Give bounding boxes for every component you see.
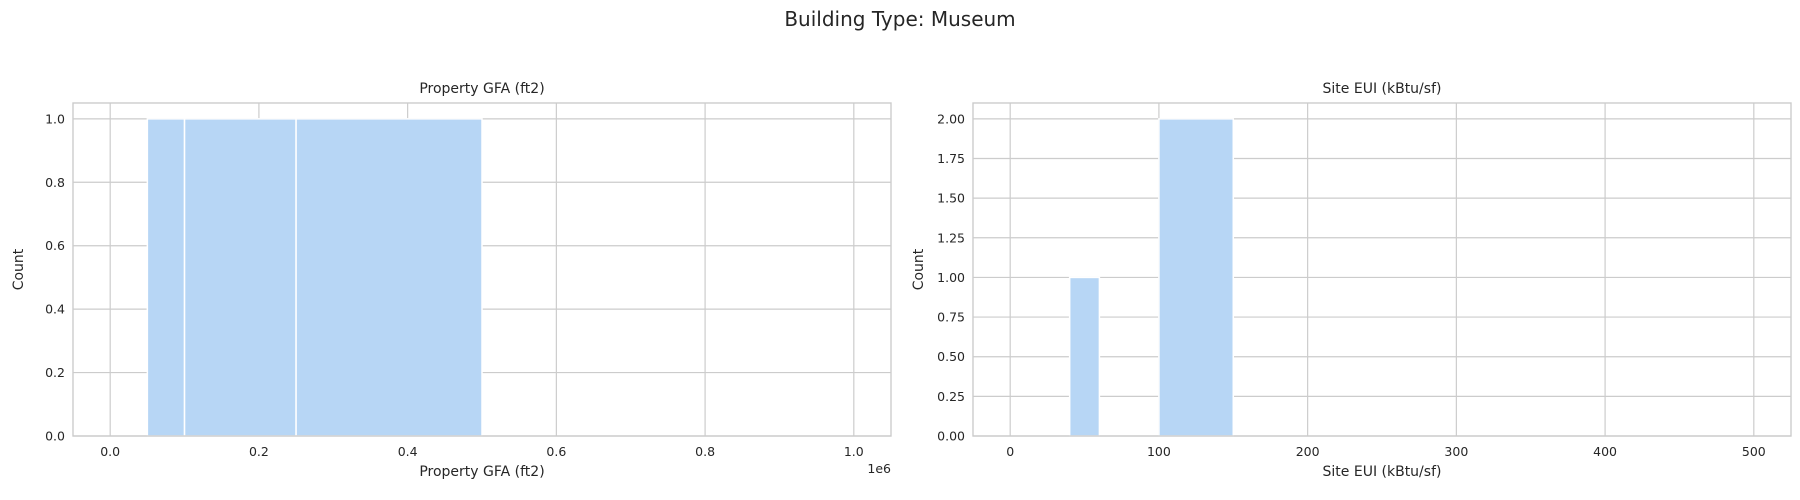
x-offset-label: 1e6 [867,461,891,476]
plot-frame [972,102,1792,437]
histogram-bar [183,118,297,437]
plot-frame [72,102,892,437]
y-tick-label: 0.2 [45,365,65,380]
x-tick-label: 1.0 [844,444,864,459]
y-tick-label: 0.75 [937,310,965,325]
x-axis-label: Site EUI (kBtu/sf) [1323,464,1442,480]
x-tick-label: 500 [1742,444,1766,459]
x-tick-label: 300 [1444,444,1468,459]
y-tick-label: 0.50 [937,349,965,364]
x-tick-label: 0.8 [695,444,715,459]
y-tick-label: 2.00 [937,111,965,126]
y-tick-label: 1.0 [45,111,65,126]
x-tick-label: 0.4 [398,444,418,459]
y-tick-label: 0.6 [45,238,65,253]
y-tick-label: 0.4 [45,302,65,317]
x-tick-label: 0.2 [249,444,269,459]
x-tick-label: 400 [1593,444,1617,459]
x-tick-label: 100 [1147,444,1171,459]
histogram-bar [1068,276,1101,437]
x-tick-label: 200 [1296,444,1320,459]
y-axis-label: Count [911,248,927,290]
x-tick-label: 0.6 [546,444,566,459]
y-axis-label: Count [11,248,27,290]
y-tick-label: 0.0 [45,429,65,444]
subplot-title: Site EUI (kBtu/sf) [1323,81,1442,97]
y-tick-label: 1.00 [937,270,965,285]
x-axis-label: Property GFA (ft2) [419,464,544,480]
y-tick-label: 1.25 [937,230,965,245]
y-tick-label: 0.8 [45,175,65,190]
figure-title: Building Type: Museum [784,7,1015,31]
y-tick-label: 0.00 [937,429,965,444]
histogram-bar [295,118,483,437]
subplot-title: Property GFA (ft2) [419,81,544,97]
y-tick-label: 1.75 [937,151,965,166]
y-tick-label: 0.25 [937,389,965,404]
histogram-bar [1158,118,1235,437]
subplot-property-gfa: 0.0 0.2 0.4 0.6 0.8 1.0 0.0 0.2 0.4 0.6 0.8 1.0 Prop… [11,81,892,480]
x-tick-label: 0 [1006,444,1014,459]
y-tick-label: 1.50 [937,191,965,206]
x-tick-label: 0.0 [100,444,120,459]
subplot-site-eui: 0 100 200 300 400 500 0.00 0.25 0.50 0.75 1.00 1.25… [911,81,1792,480]
histogram-bar [146,118,186,437]
